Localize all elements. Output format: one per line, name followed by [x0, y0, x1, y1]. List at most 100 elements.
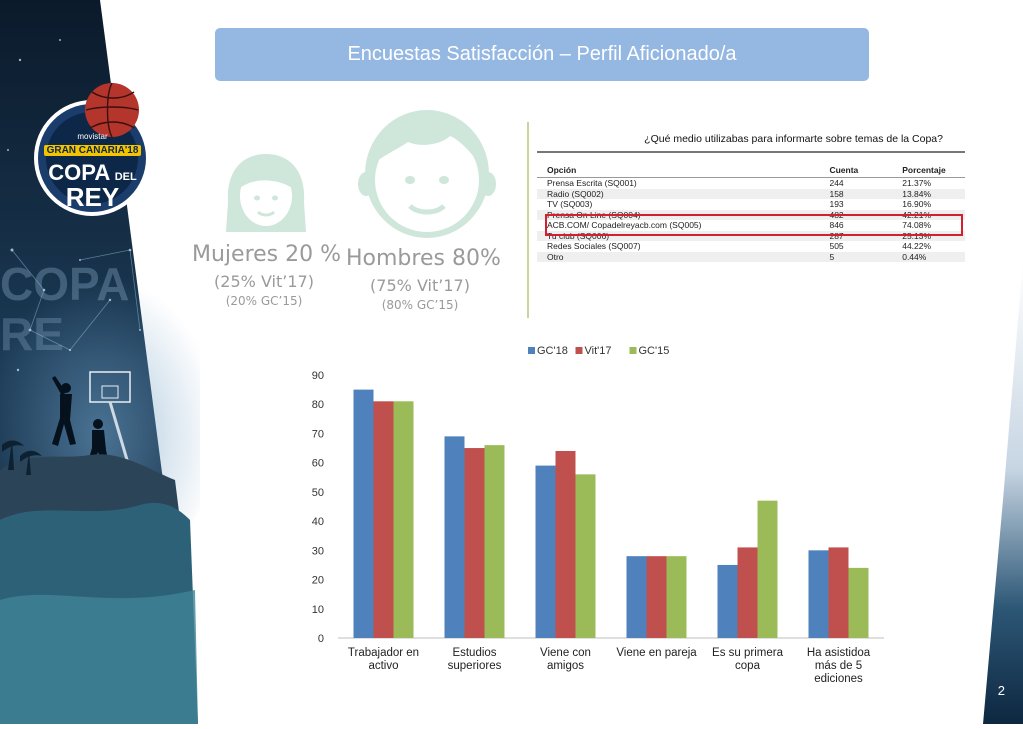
header-option: Opción [537, 163, 820, 178]
logo-copa: COPA DEL [30, 160, 155, 186]
cell-percent: 16.90% [902, 199, 932, 209]
x-tick-label: Ha asistidoa [807, 647, 871, 659]
y-tick-label: 50 [312, 487, 324, 499]
x-tick-label: ediciones [814, 673, 863, 685]
bar [737, 547, 758, 638]
vertical-divider [527, 122, 529, 318]
cell-count: 5 [819, 251, 893, 262]
x-tick-label: más de 5 [815, 660, 862, 672]
bar [444, 436, 465, 638]
slide-title: Encuestas Satisfacción – Perfil Aficiona… [347, 43, 737, 65]
women-gc15: (20% GC’15) [225, 294, 303, 308]
logo-line2: DEL [114, 171, 137, 183]
table-row: TV (SQ003) 193 16.90% [537, 199, 965, 210]
legend-label: Vit'17 [585, 345, 612, 357]
cell-percent: 13.84% [892, 188, 965, 199]
women-vit17: (25% Vit’17) [214, 272, 314, 291]
woman-face-icon [220, 152, 312, 239]
bar [717, 564, 738, 638]
logo-event: GRAN CANARIA'18 [44, 145, 141, 156]
cell-option: Radio (SQ002) [537, 188, 820, 199]
right-decorative-strip [983, 0, 1023, 724]
survey-question: ¿Qué medio utilizabas para informarte so… [537, 133, 965, 153]
bar [626, 556, 647, 638]
bar [373, 401, 394, 638]
men-vit17: (75% Vit’17) [370, 276, 470, 295]
legend-swatch [575, 347, 583, 354]
x-tick-label: Estudios [452, 647, 496, 659]
y-tick-label: 40 [312, 516, 324, 528]
x-tick-label: Viene en pareja [616, 647, 697, 659]
logo-line1: COPA [48, 160, 111, 185]
y-tick-label: 0 [318, 633, 324, 645]
bar [666, 556, 687, 638]
bar [393, 401, 414, 638]
men-percentage: Hombres 80% [346, 246, 501, 271]
women-percentage: Mujeres 20 % [192, 242, 342, 267]
header-percent: Porcentaje [892, 163, 965, 178]
header-count: Cuenta [819, 163, 893, 178]
cell-count: 193 [829, 199, 844, 209]
x-tick-label: Es su primera [712, 647, 784, 659]
page-number: 2 [997, 683, 1005, 698]
cell-option: ACB.COM/ Copadelreyacb.com (SQ005) [547, 220, 702, 230]
cell-option: Redes Sociales (SQ007) [547, 241, 641, 251]
bar [464, 448, 485, 638]
bar [484, 445, 505, 638]
bar [575, 474, 596, 638]
x-tick-label: Viene con [540, 647, 591, 659]
table-row: ACB.COM/ Copadelreyacb.com (SQ005) 846 74.… [537, 220, 965, 231]
cell-count: 505 [829, 241, 844, 251]
man-face-icon [352, 100, 502, 245]
table-row: Radio (SQ002) 158 13.84% [537, 188, 965, 199]
legend-swatch [528, 347, 535, 354]
bar [757, 500, 778, 638]
survey-header-row: Opción Cuenta Porcentaje [537, 163, 965, 178]
cell-count: 846 [829, 220, 844, 230]
y-tick-label: 30 [312, 545, 324, 557]
y-tick-label: 80 [312, 399, 324, 411]
slide-title-bar: Encuestas Satisfacción – Perfil Aficiona… [215, 28, 869, 81]
cell-percent: 21.37% [902, 178, 932, 188]
x-tick-label: amigos [547, 660, 584, 672]
bar [353, 389, 374, 638]
x-tick-label: Trabajador en [348, 647, 419, 659]
highlight-box [545, 214, 963, 236]
bar [555, 450, 576, 638]
logo-line3: REY [65, 182, 120, 212]
bar [828, 547, 849, 638]
bar-chart-svg: GC'18 Vit'17 GC'15 0 10 20 30 40 50 60 70 80 90 Traba… [312, 345, 884, 685]
survey-table: Opción Cuenta Porcentaje Prensa Escrita … [537, 163, 965, 262]
cell-option: TV (SQ003) [547, 199, 593, 209]
x-tick-label: copa [735, 660, 761, 672]
y-tick-label: 10 [312, 604, 324, 616]
svg-text:RE: RE [0, 308, 64, 360]
y-tick-label: 60 [312, 458, 324, 470]
legend-label: GC'18 [537, 345, 568, 357]
cell-count: 244 [829, 178, 844, 188]
bar [535, 465, 556, 638]
bar-chart: GC'18 Vit'17 GC'15 0 10 20 30 40 50 60 70 80 90 Traba… [290, 335, 900, 695]
cell-count: 158 [819, 188, 893, 199]
y-tick-label: 20 [312, 575, 324, 587]
svg-text:COPA: COPA [0, 258, 130, 310]
x-tick-label: activo [368, 660, 398, 672]
survey-table-panel: ¿Qué medio utilizabas para informarte so… [537, 133, 965, 262]
bar [848, 567, 869, 638]
copa-del-rey-logo: movistar GRAN CANARIA'18 COPA DEL REY [30, 80, 155, 220]
x-tick-label: superiores [448, 660, 502, 672]
legend-label: GC'15 [639, 345, 670, 357]
cell-percent: 44.22% [902, 241, 932, 251]
table-row: Otro 5 0.44% [537, 251, 965, 262]
y-tick-label: 70 [312, 428, 324, 440]
legend-swatch [629, 347, 637, 354]
bar [646, 556, 667, 638]
cell-percent: 0.44% [892, 251, 965, 262]
y-tick-label: 90 [312, 370, 324, 382]
cell-option: Prensa Escrita (SQ001) [547, 178, 637, 188]
logo-brand: movistar [77, 132, 108, 141]
bar [808, 550, 829, 638]
cell-percent: 74.08% [902, 220, 932, 230]
table-row: Prensa Escrita (SQ001) 244 21.37% [537, 178, 965, 189]
men-gc15: (80% GC’15) [381, 298, 459, 312]
